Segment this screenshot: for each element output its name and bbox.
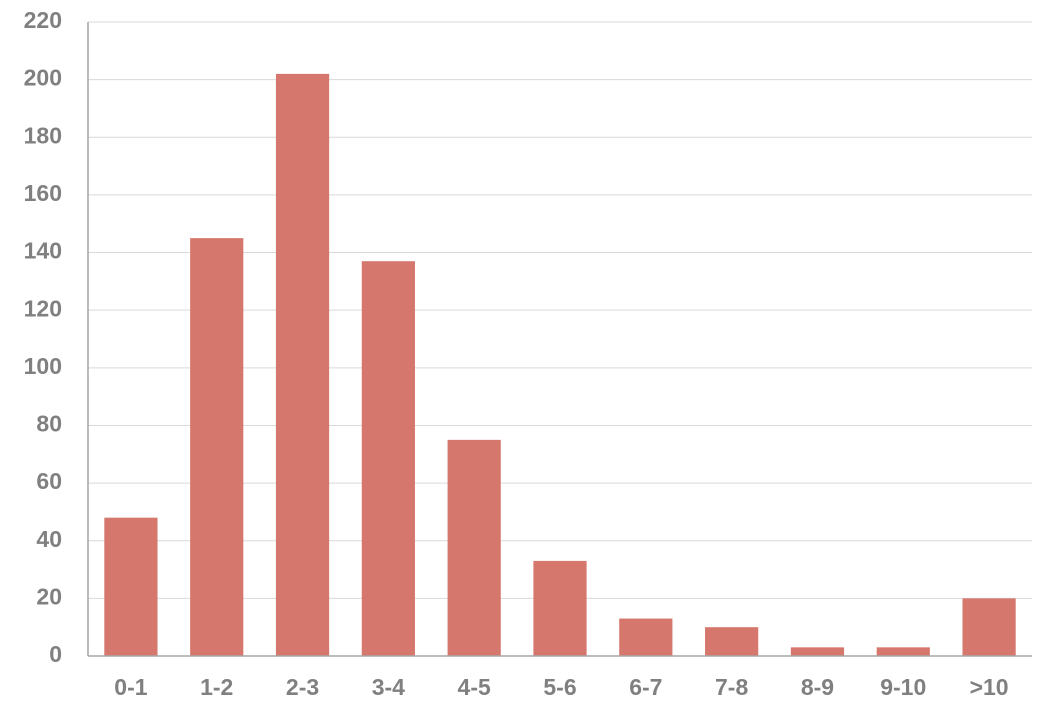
x-tick-label: 4-5 <box>458 674 491 700</box>
x-tick-label: 8-9 <box>801 674 834 700</box>
bar <box>876 647 930 656</box>
bar <box>275 73 330 656</box>
bar <box>104 517 158 656</box>
y-tick-label: 120 <box>24 295 62 321</box>
x-tick-label: 7-8 <box>715 674 748 700</box>
y-tick-label: 100 <box>24 353 62 379</box>
bar <box>361 261 415 656</box>
x-tick-label: 1-2 <box>200 674 233 700</box>
y-tick-label: 200 <box>24 65 62 91</box>
bar <box>790 647 845 656</box>
x-tick-label: 3-4 <box>372 674 405 700</box>
x-tick-label: 2-3 <box>286 674 319 700</box>
bar <box>190 238 244 657</box>
y-tick-label: 0 <box>49 641 62 667</box>
x-tick-label: 5-6 <box>543 674 576 700</box>
x-tick-label: 9-10 <box>880 674 926 700</box>
bar <box>619 618 673 656</box>
y-tick-label: 140 <box>24 238 62 264</box>
x-tick-label: >10 <box>970 674 1009 700</box>
y-tick-label: 60 <box>36 468 62 494</box>
y-tick-label: 220 <box>24 7 62 33</box>
x-tick-label: 6-7 <box>629 674 662 700</box>
bar <box>533 560 587 656</box>
bar <box>705 627 759 656</box>
y-tick-label: 40 <box>36 526 62 552</box>
y-tick-label: 20 <box>36 583 62 609</box>
bar <box>447 439 501 656</box>
bar <box>962 598 1016 656</box>
y-tick-label: 160 <box>24 180 62 206</box>
y-tick-label: 80 <box>36 411 62 437</box>
y-tick-label: 180 <box>24 122 62 148</box>
x-tick-label: 0-1 <box>114 674 147 700</box>
